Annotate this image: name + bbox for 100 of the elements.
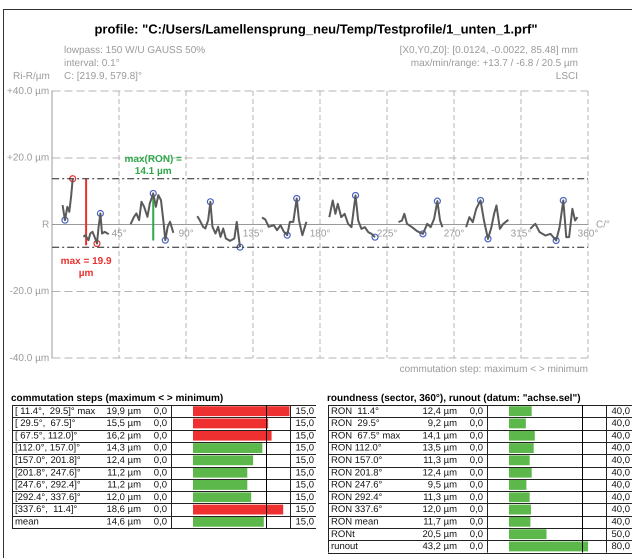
data-label: 19,9 µm [106, 406, 142, 417]
text: 0,0 [154, 418, 167, 430]
y-tick-label: RON 292.4° [331, 492, 383, 503]
text: 0,0 [154, 406, 167, 417]
bar [509, 430, 535, 441]
text: 0,0 [470, 516, 483, 528]
text: 0,0 [470, 418, 483, 430]
data-label: 43,2 µm [422, 541, 458, 552]
y-tick-label: [ 29.5°, 67.5]° [15, 418, 76, 430]
y-tick-label: +40.0 µm [6, 86, 50, 97]
bar [509, 468, 532, 478]
bar [193, 443, 262, 453]
text: max/min/range: +13.7 / -6.8 / 20.5 µm [410, 58, 578, 69]
x-tick-label: 45° [112, 228, 127, 240]
y-tick-label: [ 11.4°, 29.5]° max [15, 406, 96, 417]
annotation: max(RON) = 14.1 µm [124, 154, 182, 178]
bar [193, 492, 252, 502]
text: 40,0 [612, 516, 630, 528]
data-label: 18,6 µm [106, 504, 142, 516]
data-label: 12,0 µm [106, 492, 142, 503]
data-label: 12,0 µm [422, 504, 458, 516]
data-label: 11,2 µm [107, 480, 142, 491]
text: 0,0 [154, 442, 167, 454]
x-tick-label: 315° [510, 228, 532, 240]
data-label: 14,6 µm [106, 516, 142, 528]
y-tick-label: [112.0°, 157.0]° [15, 442, 80, 454]
bar [509, 516, 530, 527]
text: 15,0 [296, 430, 314, 442]
bar [509, 455, 530, 466]
text: 0,0 [154, 467, 167, 478]
text: 40,0 [612, 492, 630, 503]
bar [509, 504, 531, 514]
text: 15,0 [296, 467, 314, 478]
bar [509, 480, 526, 490]
text: 0,0 [470, 528, 483, 540]
data-label: 11,7 µm [423, 516, 458, 528]
bar [193, 418, 268, 428]
x-axis-title: C/° [596, 219, 610, 230]
y-tick-label: RON 157.0° [331, 454, 383, 466]
text: 0,0 [154, 516, 167, 528]
y-axis-title: Ri-R/µm [13, 70, 50, 82]
y-tick-label: RON 11.4° [331, 406, 380, 417]
data-label: 16,2 µm [106, 430, 142, 442]
chart-title: commutation steps (maximum < > minimum) [11, 392, 224, 404]
bar [193, 480, 248, 490]
text: 15,0 [296, 504, 314, 516]
y-tick-label: [157.0°, 201.8]° [15, 454, 81, 466]
y-tick-label: runout [331, 541, 358, 552]
y-tick-label: +20.0 µm [6, 152, 50, 164]
text: commutation step: maximum < > minimum [400, 364, 588, 375]
text: 50,0 [612, 528, 630, 540]
text: 15,0 [296, 516, 314, 528]
data-label: 14,3 µm [106, 442, 142, 454]
data-label: 20,5 µm [422, 528, 458, 540]
data-label: 12,4 µm [106, 454, 142, 466]
y-tick-label: RON 201.8° [331, 467, 383, 478]
text: 80,0 [612, 541, 630, 552]
text: 40,0 [612, 430, 630, 442]
data-label: 11,2 µm [107, 467, 142, 478]
x-tick-label: 90° [178, 228, 194, 240]
x-tick-label: 180° [310, 228, 330, 240]
bar [193, 504, 284, 514]
text: 15,0 [296, 492, 314, 503]
text: 0,0 [154, 504, 167, 516]
data-label: 15,5 µm [106, 418, 142, 430]
text: 0,0 [470, 504, 483, 516]
y-tick-label: -20.0 µm [10, 286, 50, 297]
data-label: 11,3 µm [423, 454, 458, 466]
text: 40,0 [612, 467, 630, 478]
data-label: 12,4 µm [422, 406, 458, 417]
text: 40,0 [612, 406, 630, 417]
y-tick-label: RON 112.0° [331, 442, 382, 454]
x-tick-label: 225° [376, 228, 398, 240]
annotation: max = 19.9 µm [60, 256, 112, 279]
bar [193, 468, 248, 478]
y-tick-label: RON mean [331, 516, 379, 528]
text: 0,0 [470, 492, 483, 503]
text: 40,0 [612, 454, 630, 466]
data-label: 9,2 µm [428, 418, 458, 430]
text: 40,0 [612, 442, 630, 454]
text: 15,0 [296, 480, 314, 491]
x-tick-label: 270° [444, 228, 464, 240]
bar [509, 418, 526, 428]
text: 0,0 [154, 430, 167, 442]
text: 0,0 [470, 454, 483, 466]
x-tick-label: 135° [242, 228, 264, 240]
text: 0,0 [154, 480, 167, 491]
text: C: [219.9, 579.8]° [64, 70, 142, 82]
text: 15,0 [296, 406, 314, 417]
text: 15,0 [296, 454, 314, 466]
text: LSCI [556, 70, 578, 82]
text: 40,0 [612, 504, 630, 516]
bar [509, 529, 547, 540]
bar [193, 430, 272, 441]
y-tick-label: -40.0 µm [10, 352, 50, 364]
text: 0,0 [470, 480, 483, 491]
y-tick-label: [247.6°, 292.4]° [15, 480, 81, 491]
text: 0,0 [470, 442, 483, 454]
text: 0,0 [470, 541, 483, 552]
data-label: 13,5 µm [422, 442, 458, 454]
